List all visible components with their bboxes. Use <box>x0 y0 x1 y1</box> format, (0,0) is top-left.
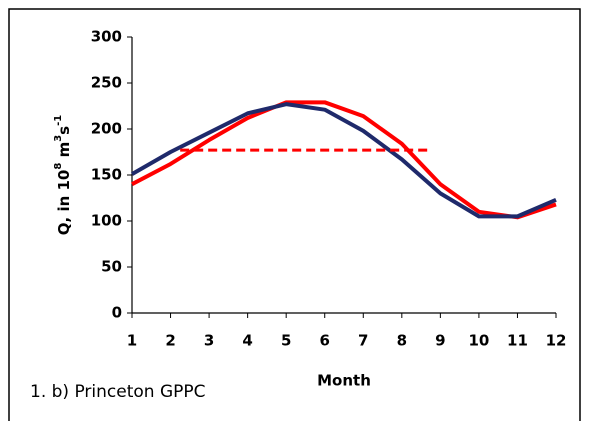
y-tick-label: 300 <box>91 28 122 46</box>
y-tick-label: 200 <box>91 120 122 138</box>
y-label-part: s <box>55 126 73 135</box>
x-tick-label: 2 <box>165 332 175 350</box>
x-tick-label: 11 <box>507 332 528 350</box>
frame <box>8 8 581 421</box>
series-line <box>131 102 557 219</box>
x-tick-label: 5 <box>281 332 291 350</box>
x-tick-label: 10 <box>468 332 489 350</box>
y-label-part: 8 <box>53 163 64 170</box>
x-axis-label: Month <box>317 372 371 390</box>
y-tick-label: 250 <box>91 74 122 92</box>
y-label-part: Q, in 10 <box>55 170 73 236</box>
y-tick-label: 0 <box>112 304 122 322</box>
y-label-part: -1 <box>53 115 64 126</box>
y-tick-label: 150 <box>91 166 122 184</box>
x-tick-label: 7 <box>358 332 368 350</box>
y-label-part: m <box>55 142 73 163</box>
y-tick-label: 50 <box>101 258 122 276</box>
x-tick-label: 8 <box>397 332 407 350</box>
annotation: 1. b) Princeton GPPC <box>30 382 206 402</box>
x-tick-label: 4 <box>242 332 252 350</box>
y-axis-label: Q, in 108 m3s-1 <box>53 115 73 235</box>
x-tick-label: 3 <box>204 332 214 350</box>
x-tick-label: 12 <box>546 332 567 350</box>
x-tick-label: 1 <box>127 332 137 350</box>
y-label-part: 3 <box>53 135 64 142</box>
x-tick-label: 6 <box>320 332 330 350</box>
y-tick-label: 100 <box>91 212 122 230</box>
series-line <box>131 100 557 220</box>
x-tick-label: 9 <box>435 332 445 350</box>
